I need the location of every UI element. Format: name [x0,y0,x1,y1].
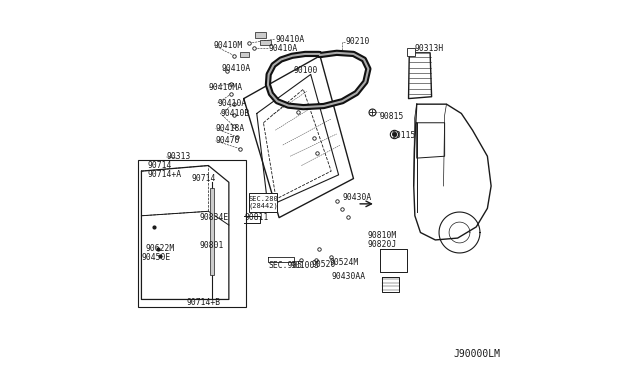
Text: 90714: 90714 [147,161,172,170]
Text: 90430AA: 90430AA [331,272,365,280]
Text: 90410M: 90410M [214,41,243,50]
Text: 90524M: 90524M [330,258,358,267]
Text: 90410A: 90410A [222,64,251,73]
Text: J90000LM: J90000LM [453,349,500,359]
Text: 90210: 90210 [346,37,370,46]
Text: 90410A: 90410A [218,99,247,108]
Bar [138,160,246,307]
Text: 90313: 90313 [167,153,191,161]
Text: 90714+B: 90714+B [186,298,220,307]
Text: 90811: 90811 [245,213,269,222]
Bar [240,52,250,57]
Text: 90418A: 90418A [215,124,244,133]
Text: 90470: 90470 [215,136,239,145]
Text: 90810M: 90810M [367,231,397,240]
Text: 90820J: 90820J [367,240,397,249]
Text: 90410B: 90410B [220,109,250,118]
Text: 90801: 90801 [199,241,223,250]
Bar [250,193,277,212]
Bar [260,40,271,45]
Text: SEC.905: SEC.905 [269,262,303,270]
Text: 90815: 90815 [380,112,404,121]
Text: 90410A: 90410A [275,35,305,44]
Text: 90520: 90520 [312,260,336,269]
Text: 90410MA: 90410MA [209,83,243,92]
Bar [408,48,415,56]
Text: 90714: 90714 [191,174,216,183]
Bar [211,188,214,275]
Text: 90834E: 90834E [199,213,228,222]
Bar [255,32,266,38]
Text: 90410A: 90410A [269,44,298,53]
Text: (28442): (28442) [248,203,278,209]
Text: 90100: 90100 [294,66,318,75]
Text: SEC.280: SEC.280 [248,196,278,202]
Text: 90622M: 90622M [146,244,175,253]
Text: 90450E: 90450E [141,253,171,262]
Text: 90313H: 90313H [415,44,444,53]
Text: 90430A: 90430A [342,193,372,202]
Text: 90714+A: 90714+A [147,170,181,179]
Text: 90100J: 90100J [291,262,320,270]
Text: 90115: 90115 [392,131,416,140]
